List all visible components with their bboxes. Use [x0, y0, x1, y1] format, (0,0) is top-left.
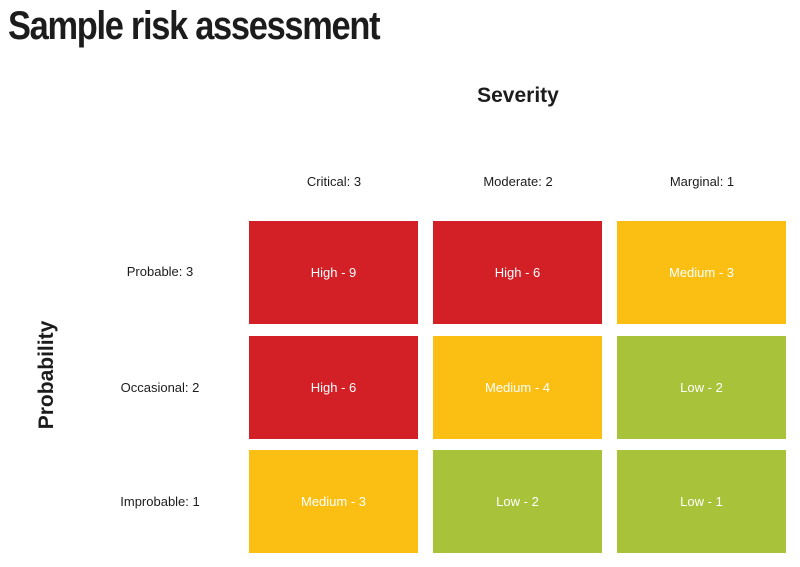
- column-header-critical: Critical: 3: [306, 174, 362, 189]
- severity-axis-label: Severity: [477, 84, 559, 107]
- risk-cell-probable-moderate: High - 6: [433, 221, 602, 324]
- row-header-probable: Probable: 3: [126, 264, 194, 279]
- risk-cell-improbable-marginal: Low - 1: [617, 450, 786, 553]
- risk-cell-occasional-critical: High - 6: [249, 336, 418, 439]
- page-title: Sample risk assessment: [8, 4, 381, 48]
- probability-axis-label: Probability: [35, 320, 58, 430]
- risk-cell-occasional-marginal: Low - 2: [617, 336, 786, 439]
- risk-cell-occasional-moderate: Medium - 4: [433, 336, 602, 439]
- risk-cell-improbable-critical: Medium - 3: [249, 450, 418, 553]
- column-header-moderate: Moderate: 2: [483, 174, 553, 189]
- risk-cell-probable-critical: High - 9: [249, 221, 418, 324]
- row-header-improbable: Improbable: 1: [120, 494, 200, 509]
- risk-cell-improbable-moderate: Low - 2: [433, 450, 602, 553]
- column-header-marginal: Marginal: 1: [669, 174, 735, 189]
- risk-cell-probable-marginal: Medium - 3: [617, 221, 786, 324]
- row-header-occasional: Occasional: 2: [120, 380, 200, 395]
